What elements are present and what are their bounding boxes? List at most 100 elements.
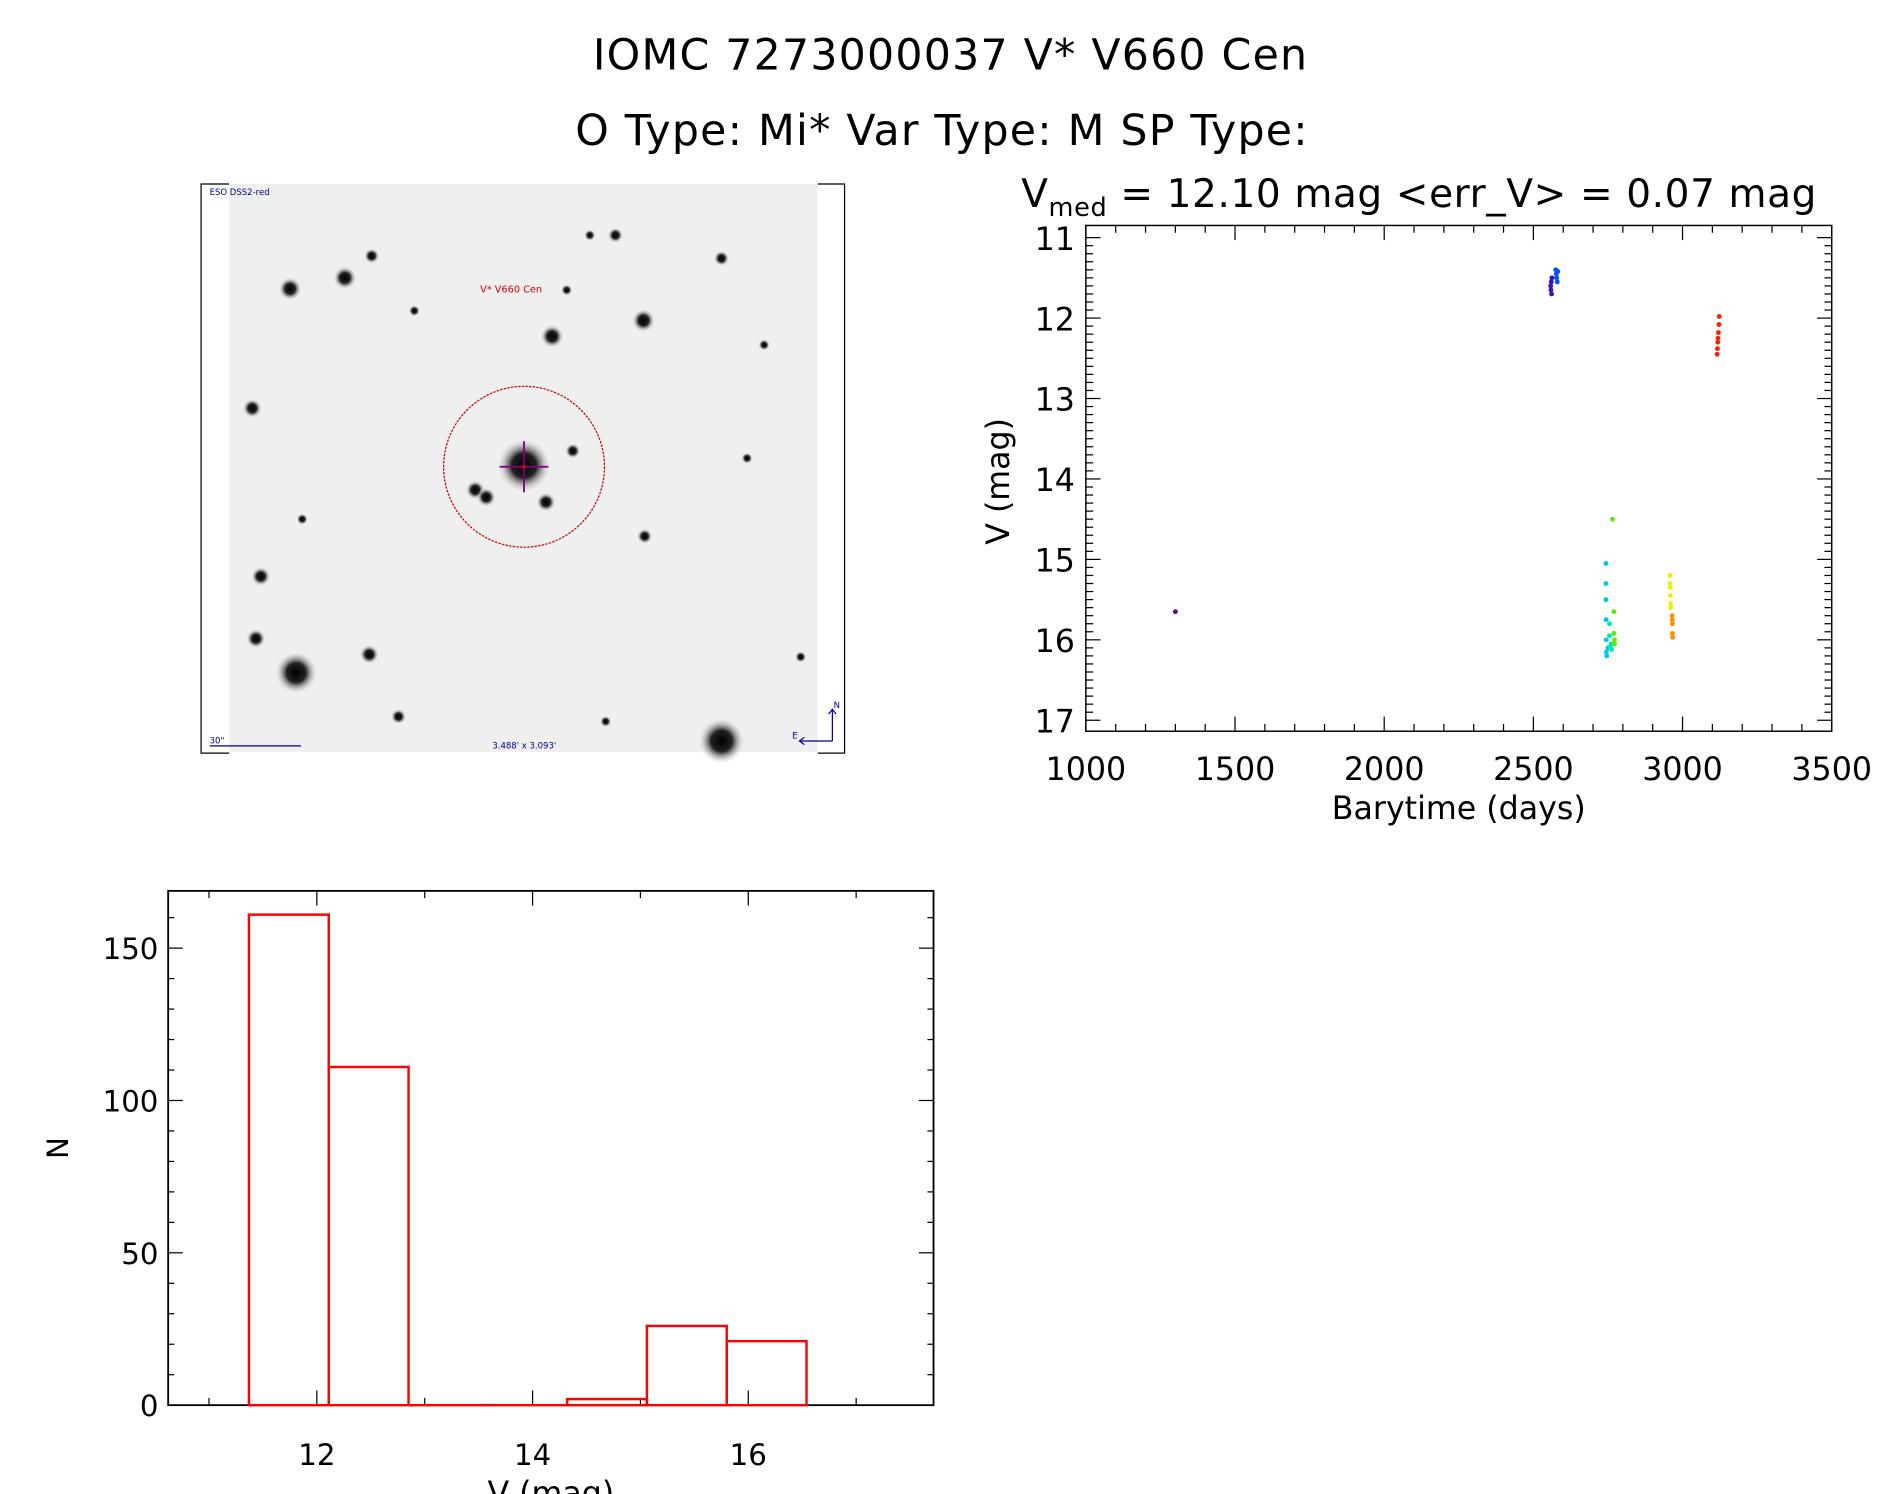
data-point xyxy=(1607,621,1612,627)
lightcurve-title-sub: med xyxy=(1048,193,1108,223)
data-point xyxy=(1603,597,1609,603)
star xyxy=(564,443,581,459)
data-point xyxy=(1715,339,1721,345)
data-point xyxy=(1609,516,1615,522)
star xyxy=(713,250,730,267)
y-tick-label: 11 xyxy=(1035,222,1075,258)
histogram-bar xyxy=(327,1065,410,1407)
star xyxy=(758,339,770,351)
target-label: V* V660 Cen xyxy=(480,284,542,295)
data-point xyxy=(1172,609,1178,615)
data-point xyxy=(1611,630,1617,636)
lightcurve-title-v: V xyxy=(1021,170,1049,217)
star xyxy=(741,452,753,465)
data-point xyxy=(1604,653,1610,659)
data-point xyxy=(1554,275,1560,281)
x-tick-label: 14 xyxy=(514,1438,551,1472)
data-point xyxy=(1715,335,1721,341)
star xyxy=(607,227,624,244)
data-point xyxy=(1667,593,1673,599)
data-point xyxy=(1669,613,1675,619)
data-point xyxy=(1668,605,1674,611)
star xyxy=(536,492,556,512)
data-point xyxy=(1714,351,1720,357)
star xyxy=(636,528,653,545)
data-point xyxy=(1548,283,1554,289)
data-point xyxy=(1669,621,1675,627)
lightcurve-title: Vmed = 12.10 mag <err_V> = 0.07 mag xyxy=(1021,171,1817,223)
star xyxy=(794,651,807,663)
data-point xyxy=(1549,291,1555,297)
plot-frame xyxy=(167,889,935,1407)
x-axis-label: Barytime (days) xyxy=(1332,791,1586,827)
y-tick-label: 16 xyxy=(1035,624,1075,660)
star xyxy=(363,248,380,264)
star xyxy=(390,708,407,725)
data-point xyxy=(1603,581,1609,586)
y-tick-label: 13 xyxy=(1035,383,1075,419)
data-point xyxy=(1715,346,1720,352)
star xyxy=(359,644,380,665)
sky-image: ESO DSS2-red V* V660 Cen 30" 3.488' x 3.… xyxy=(200,183,846,765)
object-types: O Type: Mi* Var Type: M SP Type: xyxy=(575,107,1309,156)
data-point xyxy=(1604,649,1609,655)
fov-label: 3.488' x 3.093' xyxy=(492,741,556,751)
y-tick-label: 17 xyxy=(1035,704,1075,740)
y-tick-label: 100 xyxy=(103,1084,159,1118)
data-point xyxy=(1603,637,1609,643)
x-tick-label: 1000 xyxy=(1046,752,1127,788)
star xyxy=(631,308,656,333)
y-axis-label: N xyxy=(41,1137,75,1159)
y-tick-label: 0 xyxy=(140,1389,159,1423)
data-point xyxy=(1612,641,1617,647)
data-point xyxy=(1669,617,1675,623)
star xyxy=(333,266,357,290)
x-tick-label: 2000 xyxy=(1344,752,1425,788)
data-point xyxy=(1611,609,1617,615)
star xyxy=(408,304,421,317)
x-tick-label: 16 xyxy=(730,1438,767,1472)
north-label: N xyxy=(834,701,840,711)
target-circle xyxy=(442,385,606,548)
y-axis-label: V (mag) xyxy=(981,418,1017,545)
star xyxy=(251,566,271,587)
x-tick-label: 2500 xyxy=(1493,752,1574,788)
data-point xyxy=(1669,630,1675,636)
y-tick-label: 12 xyxy=(1035,302,1075,338)
data-point xyxy=(1554,279,1560,285)
data-point xyxy=(1667,581,1673,586)
x-tick-label: 3500 xyxy=(1791,752,1872,788)
data-point xyxy=(1548,287,1554,293)
y-tick-label: 14 xyxy=(1035,463,1075,499)
data-point xyxy=(1670,634,1676,640)
data-point xyxy=(1716,314,1722,319)
star xyxy=(296,513,309,526)
compass-icon xyxy=(798,708,837,746)
x-tick-label: 1500 xyxy=(1195,752,1276,788)
data-point xyxy=(1609,647,1614,652)
survey-label: ESO DSS2-red xyxy=(210,188,270,198)
data-point xyxy=(1549,275,1555,281)
star xyxy=(246,628,266,649)
y-tick-label: 150 xyxy=(103,932,159,966)
star xyxy=(584,229,596,242)
y-tick-label: 15 xyxy=(1035,544,1075,580)
lightcurve-title-rest: = 12.10 mag <err_V> = 0.07 mag xyxy=(1107,170,1818,217)
data-point xyxy=(1667,573,1673,578)
sky-image-panel: ESO DSS2-red V* V660 Cen 30" 3.488' x 3.… xyxy=(200,183,846,765)
star xyxy=(278,277,302,301)
x-tick-label: 12 xyxy=(298,1438,335,1472)
star xyxy=(274,651,318,695)
data-point xyxy=(1667,585,1673,590)
histogram-bar xyxy=(565,1397,649,1407)
data-point xyxy=(1608,641,1614,647)
x-axis-label: V (mag) xyxy=(487,1476,614,1494)
data-point xyxy=(1603,617,1609,623)
page-title: IOMC 7273000037 V* V660 Cen xyxy=(592,31,1309,81)
data-point xyxy=(1715,330,1721,335)
histogram-bar xyxy=(247,913,330,1407)
star xyxy=(476,487,497,507)
data-point xyxy=(1603,560,1609,566)
